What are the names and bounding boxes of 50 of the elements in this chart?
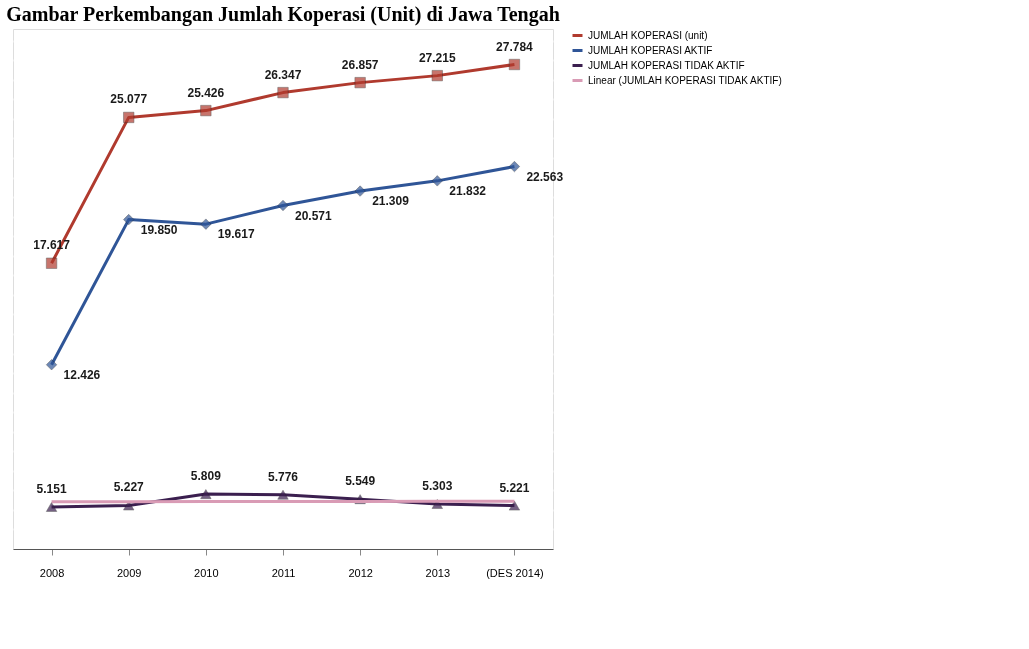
point bbox=[431, 175, 443, 187]
point bbox=[46, 502, 58, 512]
point bbox=[508, 59, 520, 70]
x-tick-label: (DES 2014) bbox=[486, 566, 544, 579]
point bbox=[277, 87, 289, 99]
data-label: 25.077 bbox=[110, 92, 148, 107]
data-label: 25.426 bbox=[187, 85, 225, 100]
data-label: 5.303 bbox=[422, 478, 453, 493]
x-tick-label: 2011 bbox=[271, 566, 296, 579]
data-label: 22.563 bbox=[526, 169, 564, 184]
data-label: 5.227 bbox=[113, 480, 145, 495]
legend-label: Linear (JUMLAH KOPERASI TIDAK AKTIF) bbox=[588, 74, 782, 86]
legend-label: JUMLAH KOPERASI TIDAK AKTIF bbox=[588, 59, 745, 71]
point bbox=[431, 70, 443, 82]
point bbox=[200, 105, 212, 117]
point bbox=[200, 489, 212, 499]
data-label: 5.151 bbox=[36, 481, 67, 496]
data-label: 21.309 bbox=[372, 194, 410, 209]
data-label: 19.617 bbox=[217, 227, 255, 242]
data-label: 27.215 bbox=[418, 50, 456, 65]
data-label: 26.347 bbox=[264, 67, 302, 82]
data-label: 5.221 bbox=[499, 480, 530, 495]
point bbox=[354, 185, 366, 197]
point bbox=[123, 214, 135, 226]
chart-title: Gambar Perkembangan Jumlah Koperasi (Unit) di Jawa Tengah bbox=[6, 3, 560, 26]
point bbox=[508, 161, 520, 173]
point bbox=[200, 218, 212, 230]
point bbox=[277, 200, 289, 211]
x-tick-label: 2009 bbox=[116, 566, 142, 579]
point bbox=[46, 257, 58, 269]
legend-label: JUMLAH KOPERASI (unit) bbox=[588, 29, 708, 41]
data-label: 5.776 bbox=[267, 469, 299, 484]
point bbox=[46, 359, 58, 371]
point bbox=[354, 77, 366, 89]
data-label: 27.784 bbox=[496, 39, 534, 54]
data-label: 5.549 bbox=[345, 474, 376, 489]
data-label: 5.809 bbox=[190, 469, 222, 484]
legend-label: JUMLAH KOPERASI AKTIF bbox=[588, 44, 713, 56]
x-tick-label: 2013 bbox=[425, 566, 451, 579]
data-label: 21.832 bbox=[449, 183, 487, 198]
data-label: 26.857 bbox=[341, 57, 379, 72]
x-tick-label: 2008 bbox=[39, 566, 65, 579]
point bbox=[123, 111, 135, 123]
x-tick-label: 2010 bbox=[194, 566, 219, 579]
x-tick-label: 2012 bbox=[348, 566, 373, 579]
data-label: 12.426 bbox=[63, 367, 101, 382]
data-label: 20.571 bbox=[295, 208, 333, 223]
point bbox=[508, 500, 520, 511]
data-label: 19.850 bbox=[140, 222, 178, 237]
point bbox=[277, 489, 289, 500]
